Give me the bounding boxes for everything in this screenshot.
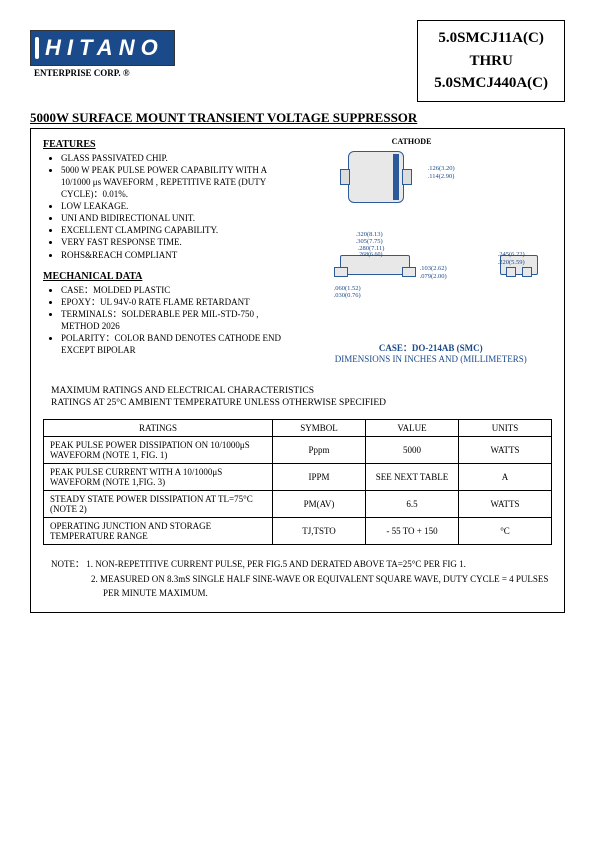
table-header-row: RATINGS SYMBOL VALUE UNITS xyxy=(44,420,552,437)
package-diagram: CATHODE .126(3.20) .114(2.90) xyxy=(310,137,552,337)
feature-item: ROHS&REACH COMPLIANT xyxy=(61,249,298,261)
dim-label: .060(1.52) xyxy=(334,285,361,292)
table-row: PEAK PULSE POWER DISSIPATION ON 10/1000μ… xyxy=(44,437,552,464)
main-outline: FEATURES GLASS PASSIVATED CHIP. 5000 W P… xyxy=(30,128,565,614)
cell-symbol: Pppm xyxy=(273,437,366,464)
col-ratings: RATINGS xyxy=(44,420,273,437)
cell-rating: PEAK PULSE POWER DISSIPATION ON 10/1000μ… xyxy=(44,437,273,464)
dim-label: .030(0.76) xyxy=(334,292,361,299)
table-row: PEAK PULSE CURRENT WITH A 10/1000μS WAVE… xyxy=(44,464,552,491)
brand-logo: HITANO xyxy=(30,30,175,66)
case-line1: CASE：DO-214AB (SMC) xyxy=(379,343,483,353)
note-1: 1. NON-REPETITIVE CURRENT PULSE, PER FIG… xyxy=(86,559,466,569)
mechanical-item: POLARITY：COLOR BAND DENOTES CATHODE END … xyxy=(61,332,298,356)
cell-value: 6.5 xyxy=(366,491,459,518)
part-line3: 5.0SMCJ440A(C) xyxy=(434,72,548,95)
dim-label: .103(2.62) xyxy=(420,265,447,272)
features-list: GLASS PASSIVATED CHIP. 5000 W PEAK PULSE… xyxy=(43,152,298,261)
dim-label: .280(7.11) xyxy=(358,245,385,252)
logo-block: HITANO ENTERPRISE CORP. ® xyxy=(30,30,175,78)
col-symbol: SYMBOL xyxy=(273,420,366,437)
cell-rating: OPERATING JUNCTION AND STORAGE TEMPERATU… xyxy=(44,518,273,545)
cell-rating: PEAK PULSE CURRENT WITH A 10/1000μS WAVE… xyxy=(44,464,273,491)
cell-units: WATTS xyxy=(459,437,552,464)
feature-item: GLASS PASSIVATED CHIP. xyxy=(61,152,298,164)
cell-symbol: PM(AV) xyxy=(273,491,366,518)
package-top-view xyxy=(340,147,410,205)
mechanical-list: CASE：MOLDED PLASTIC EPOXY：UL 94V-0 RATE … xyxy=(43,284,298,357)
notes-block: NOTE： 1. NON-REPETITIVE CURRENT PULSE, P… xyxy=(51,557,552,600)
case-line2: DIMENSIONS IN INCHES AND (MILLIMETERS) xyxy=(310,354,552,364)
cell-symbol: IPPM xyxy=(273,464,366,491)
mechanical-item: TERMINALS：SOLDERABLE PER MIL-STD-750 , M… xyxy=(61,308,298,332)
mechanical-item: CASE：MOLDED PLASTIC xyxy=(61,284,298,296)
dim-label: .220(5.59) xyxy=(498,259,525,266)
mechanical-heading: MECHANICAL DATA xyxy=(43,271,298,282)
dim-label: .079(2.00) xyxy=(420,273,447,280)
table-row: OPERATING JUNCTION AND STORAGE TEMPERATU… xyxy=(44,518,552,545)
feature-item: LOW LEAKAGE. xyxy=(61,200,298,212)
cell-symbol: TJ,TSTO xyxy=(273,518,366,545)
right-column: CATHODE .126(3.20) .114(2.90) xyxy=(306,137,552,367)
notes-lead: NOTE： xyxy=(51,559,84,569)
feature-item: UNI AND BIDIRECTIONAL UNIT. xyxy=(61,212,298,224)
feature-item: VERY FAST RESPONSE TIME. xyxy=(61,236,298,248)
part-number-box: 5.0SMCJ11A(C) THRU 5.0SMCJ440A(C) xyxy=(417,20,565,102)
part-line2: THRU xyxy=(434,50,548,73)
cell-rating: STEADY STATE POWER DISSIPATION AT TL=75°… xyxy=(44,491,273,518)
cell-units: °C xyxy=(459,518,552,545)
cathode-label: CATHODE xyxy=(392,137,432,146)
dim-label: .126(3.20) xyxy=(428,165,455,172)
cell-value: 5000 xyxy=(366,437,459,464)
ratings-table: RATINGS SYMBOL VALUE UNITS PEAK PULSE PO… xyxy=(43,419,552,545)
col-units: UNITS xyxy=(459,420,552,437)
cell-units: WATTS xyxy=(459,491,552,518)
ratings-header: MAXIMUM RATINGS AND ELECTRICAL CHARACTER… xyxy=(51,385,552,410)
ratings-header-line2: RATINGS AT 25°C AMBIENT TEMPERATURE UNLE… xyxy=(51,397,552,409)
col-value: VALUE xyxy=(366,420,459,437)
dim-label: .268(6.60) xyxy=(358,252,383,258)
dim-label: .305(7.75) xyxy=(356,238,383,245)
part-line1: 5.0SMCJ11A(C) xyxy=(434,27,548,50)
cell-units: A xyxy=(459,464,552,491)
page-title: 5000W SURFACE MOUNT TRANSIENT VOLTAGE SU… xyxy=(30,110,565,126)
mechanical-item: EPOXY：UL 94V-0 RATE FLAME RETARDANT xyxy=(61,296,298,308)
note-2: 2. MEASURED ON 8.3mS SINGLE HALF SINE-WA… xyxy=(51,574,548,584)
left-column: FEATURES GLASS PASSIVATED CHIP. 5000 W P… xyxy=(43,137,306,367)
note-2b: PER MINUTE MAXIMUM. xyxy=(51,588,208,598)
dim-label: .114(2.90) xyxy=(428,173,455,180)
feature-item: 5000 W PEAK PULSE POWER CAPABILITY WITH … xyxy=(61,164,298,200)
header-row: HITANO ENTERPRISE CORP. ® 5.0SMCJ11A(C) … xyxy=(30,20,565,102)
feature-item: EXCELLENT CLAMPING CAPABILITY. xyxy=(61,224,298,236)
package-side-views: .320(8.13) .305(7.75) .280(7.11) .268(6.… xyxy=(320,237,550,317)
ratings-header-line1: MAXIMUM RATINGS AND ELECTRICAL CHARACTER… xyxy=(51,385,552,397)
brand-subtitle: ENTERPRISE CORP. ® xyxy=(30,68,175,78)
dim-label: .320(8.13) xyxy=(356,231,383,238)
cell-value: SEE NEXT TABLE xyxy=(366,464,459,491)
features-heading: FEATURES xyxy=(43,139,298,150)
table-row: STEADY STATE POWER DISSIPATION AT TL=75°… xyxy=(44,491,552,518)
case-note: CASE：DO-214AB (SMC) DIMENSIONS IN INCHES… xyxy=(310,341,552,364)
cell-value: - 55 TO + 150 xyxy=(366,518,459,545)
dim-label: .245(6.22) xyxy=(498,251,525,258)
